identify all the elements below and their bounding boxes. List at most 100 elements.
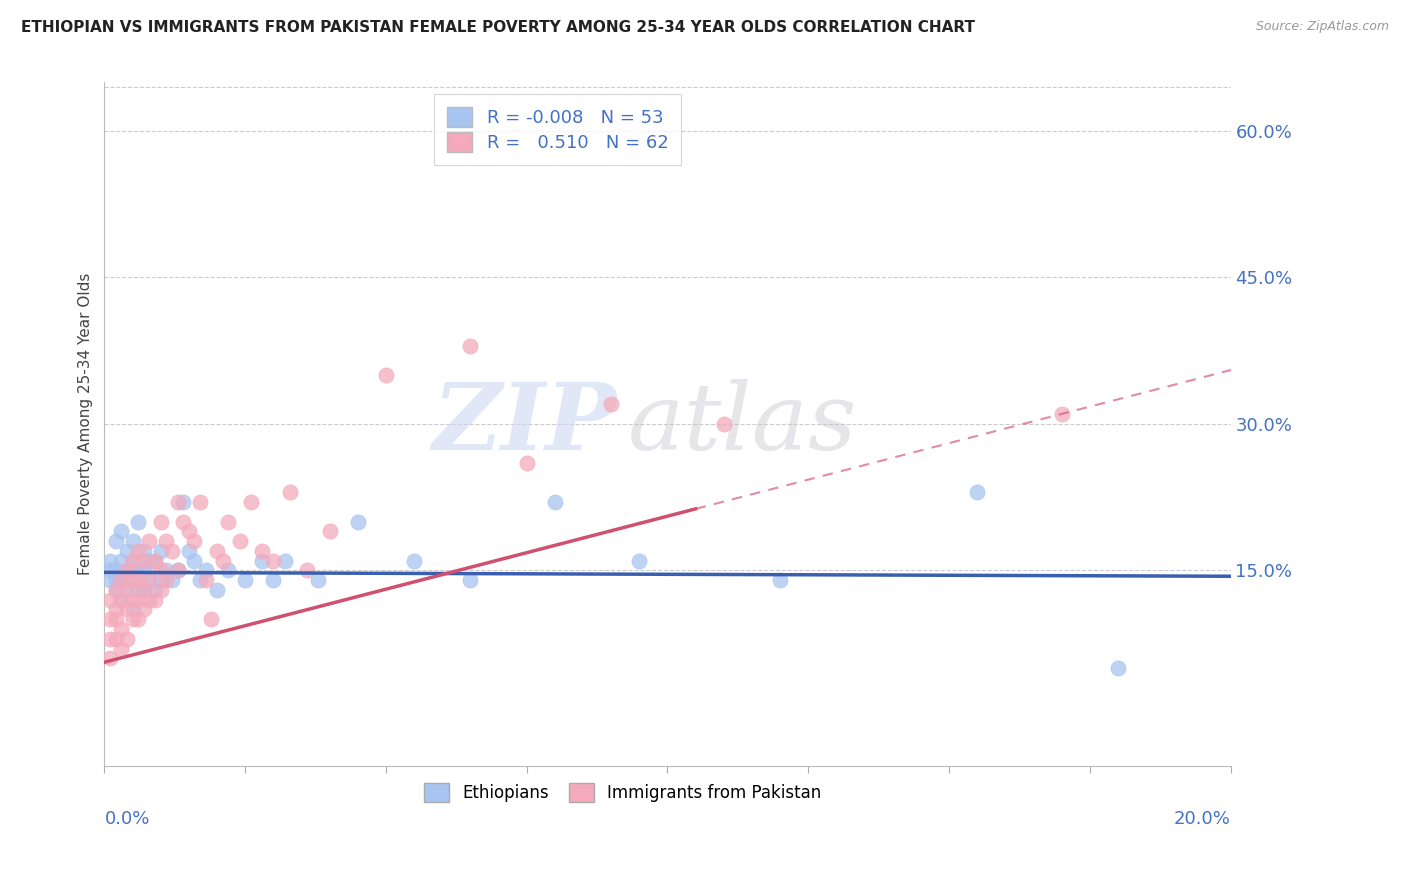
Point (205, 544, 228, 558)
Point (110, 573, 132, 587)
Point (966, 485, 988, 500)
Point (115, 582, 138, 597)
Point (98, 592, 121, 607)
Point (250, 544, 273, 558)
Point (110, 641, 132, 656)
Point (138, 592, 160, 607)
Y-axis label: Female Poverty Among 25-34 Year Olds: Female Poverty Among 25-34 Year Olds (79, 273, 93, 575)
Point (138, 573, 160, 587)
Point (713, 417, 735, 431)
Point (273, 553, 295, 567)
Point (121, 534, 143, 549)
Point (544, 495, 567, 509)
Point (1107, 661, 1129, 675)
Point (172, 515, 194, 529)
Point (149, 582, 172, 597)
Point (172, 495, 194, 509)
Point (138, 573, 160, 587)
Text: atlas: atlas (628, 379, 858, 469)
Point (600, 397, 623, 411)
Point (98, 612, 121, 626)
Point (155, 573, 177, 587)
Point (166, 563, 188, 577)
Point (110, 592, 132, 607)
Point (98, 651, 121, 665)
Point (98, 553, 121, 567)
Point (110, 573, 132, 587)
Point (127, 612, 149, 626)
Point (121, 573, 143, 587)
Point (104, 582, 127, 597)
Point (217, 515, 239, 529)
Text: ZIP: ZIP (433, 379, 617, 469)
Point (628, 553, 651, 567)
Point (115, 544, 138, 558)
Point (104, 582, 127, 597)
Point (155, 563, 177, 577)
Point (115, 563, 138, 577)
Point (138, 553, 160, 567)
Point (121, 573, 143, 587)
Point (188, 495, 211, 509)
Point (155, 534, 177, 549)
Point (115, 632, 138, 646)
Point (127, 582, 149, 597)
Point (143, 592, 166, 607)
Point (98, 573, 121, 587)
Point (217, 563, 239, 577)
Text: Source: ZipAtlas.com: Source: ZipAtlas.com (1256, 20, 1389, 33)
Point (183, 534, 205, 549)
Point (404, 553, 426, 567)
Point (160, 544, 183, 558)
Point (211, 553, 233, 567)
Point (177, 524, 200, 539)
Point (318, 524, 340, 539)
Point (250, 553, 273, 567)
Point (121, 612, 143, 626)
Point (149, 515, 172, 529)
Point (98, 632, 121, 646)
Point (166, 563, 188, 577)
Point (115, 602, 138, 616)
Point (98, 563, 121, 577)
Point (115, 582, 138, 597)
Point (262, 573, 284, 587)
Point (233, 573, 256, 587)
Point (115, 563, 138, 577)
Point (278, 485, 301, 500)
Point (121, 592, 143, 607)
Point (239, 495, 262, 509)
Point (127, 573, 149, 587)
Point (127, 592, 149, 607)
Point (121, 553, 143, 567)
Text: ETHIOPIAN VS IMMIGRANTS FROM PAKISTAN FEMALE POVERTY AMONG 25-34 YEAR OLDS CORRE: ETHIOPIAN VS IMMIGRANTS FROM PAKISTAN FE… (21, 20, 976, 35)
Point (228, 534, 250, 549)
Point (149, 573, 172, 587)
Point (374, 368, 396, 382)
Point (127, 563, 149, 577)
Point (132, 582, 155, 597)
Point (127, 515, 149, 529)
Point (132, 563, 155, 577)
Point (200, 612, 222, 626)
Legend: R = -0.008   N = 53, R =   0.510   N = 62: R = -0.008 N = 53, R = 0.510 N = 62 (434, 95, 681, 165)
Point (307, 573, 329, 587)
Point (188, 573, 211, 587)
Point (183, 553, 205, 567)
Point (262, 553, 284, 567)
Point (132, 544, 155, 558)
Point (346, 515, 368, 529)
Point (104, 534, 127, 549)
Point (110, 622, 132, 636)
Point (132, 602, 155, 616)
Point (121, 602, 143, 616)
Point (769, 573, 792, 587)
Point (143, 553, 166, 567)
Point (110, 524, 132, 539)
Point (104, 632, 127, 646)
Point (132, 553, 155, 567)
Point (104, 602, 127, 616)
Text: 0.0%: 0.0% (104, 810, 150, 828)
Point (104, 612, 127, 626)
Point (1050, 407, 1073, 421)
